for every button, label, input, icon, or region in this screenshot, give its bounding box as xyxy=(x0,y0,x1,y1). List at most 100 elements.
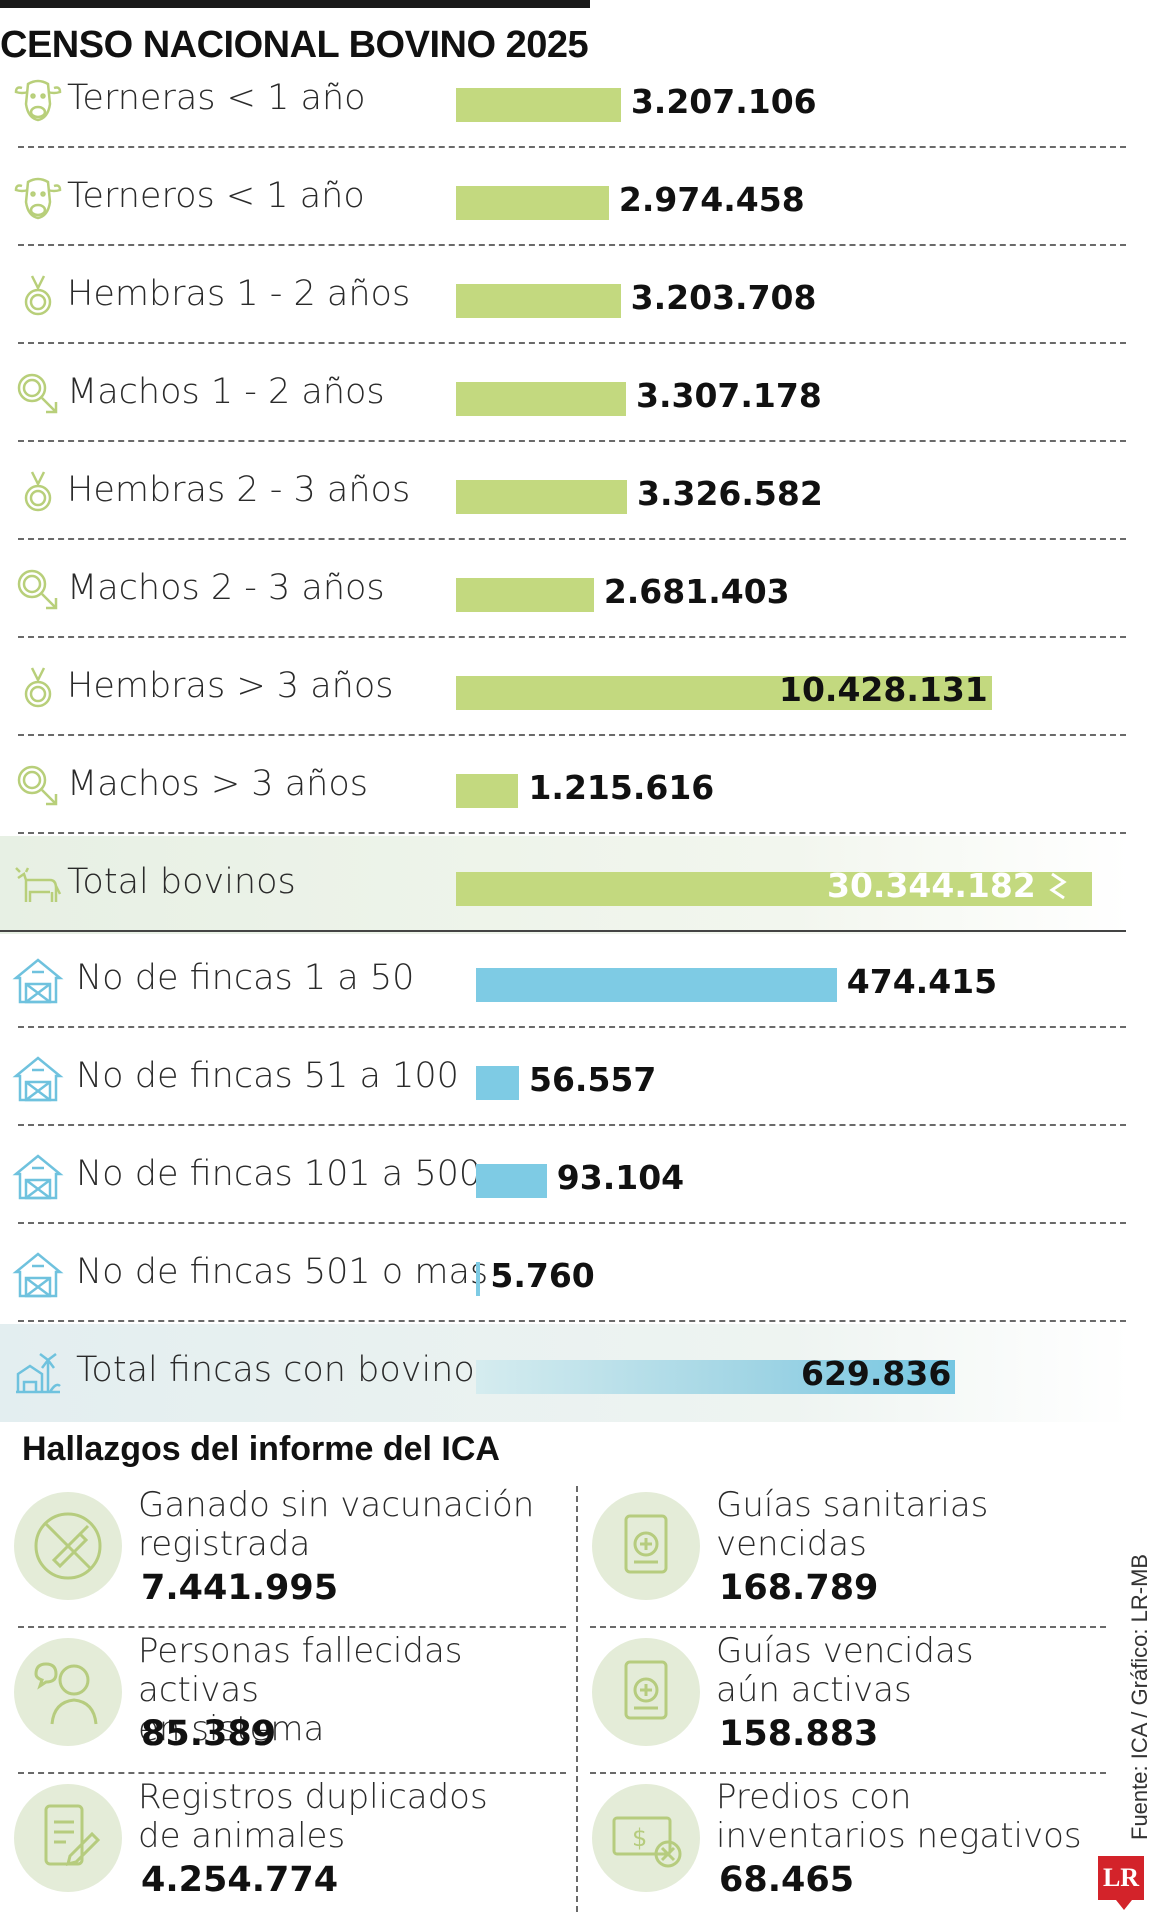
category-label: Machos 2 - 3 años xyxy=(67,568,385,608)
finding-label-line: de animales xyxy=(138,1816,346,1856)
finding-label: Ganado sin vacunación registrada xyxy=(138,1486,558,1564)
finding-label-line: Predios con xyxy=(716,1777,912,1817)
finding-label-line: Guías sanitarias xyxy=(716,1485,989,1525)
finding-label: Guías vencidas aún activas xyxy=(716,1632,1136,1710)
category-label: No de fincas 501 o mas xyxy=(76,1252,489,1292)
section-separator xyxy=(0,930,1126,932)
finding-value: 168.789 xyxy=(719,1568,879,1608)
category-label: Hembras 1 - 2 años xyxy=(67,274,411,314)
value-label: 474.415 xyxy=(846,962,998,1001)
farm-icon xyxy=(12,1346,64,1398)
chart-row: No de fincas 51 a 100 56.557 xyxy=(0,1030,1130,1128)
row-divider xyxy=(18,1026,1126,1028)
findings-divider xyxy=(590,1772,1106,1774)
finding-item: Personas fallecidas activas en sistema 85.… xyxy=(14,1632,554,1772)
svg-text:$: $ xyxy=(632,1824,647,1852)
value-label: 93.104 xyxy=(556,1158,685,1197)
barn-icon xyxy=(12,1052,64,1104)
chart-row: No de fincas 1 a 50 474.415 xyxy=(0,932,1130,1030)
finding-item: Guías sanitarias vencidas 168.789 xyxy=(592,1486,1132,1626)
finding-value: 68.465 xyxy=(719,1860,855,1900)
female-symbol-icon xyxy=(12,466,64,518)
bar xyxy=(456,284,621,318)
bar xyxy=(476,1164,547,1198)
bar xyxy=(456,88,621,122)
category-label: Terneras < 1 año xyxy=(67,78,366,118)
value-label: 3.326.582 xyxy=(636,474,823,513)
findings-divider-vertical xyxy=(576,1486,578,1912)
chart-row: Hembras > 3 años 10.428.131 xyxy=(0,640,1130,738)
findings-divider xyxy=(18,1626,566,1628)
value-label: 629.836 xyxy=(801,1354,952,1393)
row-divider xyxy=(18,244,1126,246)
category-label: Hembras > 3 años xyxy=(67,666,394,706)
row-divider xyxy=(18,146,1126,148)
male-symbol-icon xyxy=(12,564,64,616)
row-divider xyxy=(18,342,1126,344)
bar xyxy=(456,676,992,710)
finding-item: Ganado sin vacunación registrada 7.441.995 xyxy=(14,1486,554,1626)
row-divider xyxy=(18,440,1126,442)
category-label: Total bovinos xyxy=(67,862,296,902)
row-divider xyxy=(18,636,1126,638)
finding-value: 158.883 xyxy=(719,1714,879,1754)
row-divider xyxy=(18,1124,1126,1126)
bar xyxy=(456,774,519,808)
finding-item: $ Predios con inventarios negativos 68.465 xyxy=(592,1778,1132,1918)
category-label: Terneros < 1 año xyxy=(67,176,365,216)
chart-row: No de fincas 101 a 500 93.104 xyxy=(0,1128,1130,1226)
bar xyxy=(456,382,626,416)
value-label: 10.428.131 xyxy=(779,670,988,709)
category-label: Machos 1 - 2 años xyxy=(67,372,385,412)
category-label: No de fincas 1 a 50 xyxy=(76,958,415,998)
top-rule xyxy=(0,0,590,8)
value-label: 3.203.708 xyxy=(630,278,817,317)
finding-value: 4.254.774 xyxy=(141,1860,339,1900)
finding-label-line: registrada xyxy=(138,1524,311,1564)
male-symbol-icon xyxy=(12,368,64,420)
finding-value: 85.389 xyxy=(141,1714,277,1754)
row-divider xyxy=(18,832,1126,834)
bar xyxy=(476,1262,481,1296)
bar xyxy=(476,1360,955,1394)
clipboard-edit-icon xyxy=(14,1784,122,1892)
finding-label: Guías sanitarias vencidas xyxy=(716,1486,1136,1564)
finding-label: Predios con inventarios negativos xyxy=(716,1778,1136,1856)
finding-label-line: vencidas xyxy=(716,1524,867,1564)
category-label: No de fincas 51 a 100 xyxy=(76,1056,459,1096)
chart-row: No de fincas 501 o mas 5.760 xyxy=(0,1226,1130,1324)
lr-logo: LR xyxy=(1098,1856,1144,1900)
cow-icon xyxy=(12,858,64,910)
chart-row: Hembras 2 - 3 años 3.326.582 xyxy=(0,444,1130,542)
value-label: 3.307.178 xyxy=(635,376,822,415)
person-icon xyxy=(14,1638,122,1746)
chart-row: Terneras < 1 año 3.207.106 xyxy=(0,52,1130,150)
finding-value: 7.441.995 xyxy=(141,1568,339,1608)
finding-label-line: Registros duplicados xyxy=(138,1777,488,1817)
bar xyxy=(476,1066,519,1100)
value-label: 2.974.458 xyxy=(618,180,805,219)
chart-row: Terneros < 1 año 2.974.458 xyxy=(0,150,1130,248)
findings-divider xyxy=(18,1772,566,1774)
no-vaccine-icon xyxy=(14,1492,122,1600)
bar xyxy=(456,480,627,514)
row-divider xyxy=(18,538,1126,540)
source-note: Fuente: ICA / Gráfico: LR-MB xyxy=(1127,1553,1152,1840)
finding-label-line: Guías vencidas xyxy=(716,1631,974,1671)
barn-icon xyxy=(12,1248,64,1300)
axis-break-icon xyxy=(1049,872,1067,900)
bar xyxy=(456,186,609,220)
money-error-icon: $ xyxy=(592,1784,700,1892)
barn-icon xyxy=(12,954,64,1006)
logo-tail xyxy=(1116,1900,1132,1910)
medical-document-icon xyxy=(592,1638,700,1746)
value-label: 5.760 xyxy=(490,1256,595,1295)
chart-row: Machos 2 - 3 años 2.681.403 xyxy=(0,542,1130,640)
value-label: 30.344.182 xyxy=(827,866,1036,905)
finding-label-line: en sistema xyxy=(138,1709,325,1749)
bar xyxy=(456,872,1092,906)
finding-label: Personas fallecidas activas en sistema xyxy=(138,1632,558,1749)
category-label: Hembras 2 - 3 años xyxy=(67,470,411,510)
category-label: Total fincas con bovinos xyxy=(76,1350,494,1390)
medical-document-icon xyxy=(592,1492,700,1600)
